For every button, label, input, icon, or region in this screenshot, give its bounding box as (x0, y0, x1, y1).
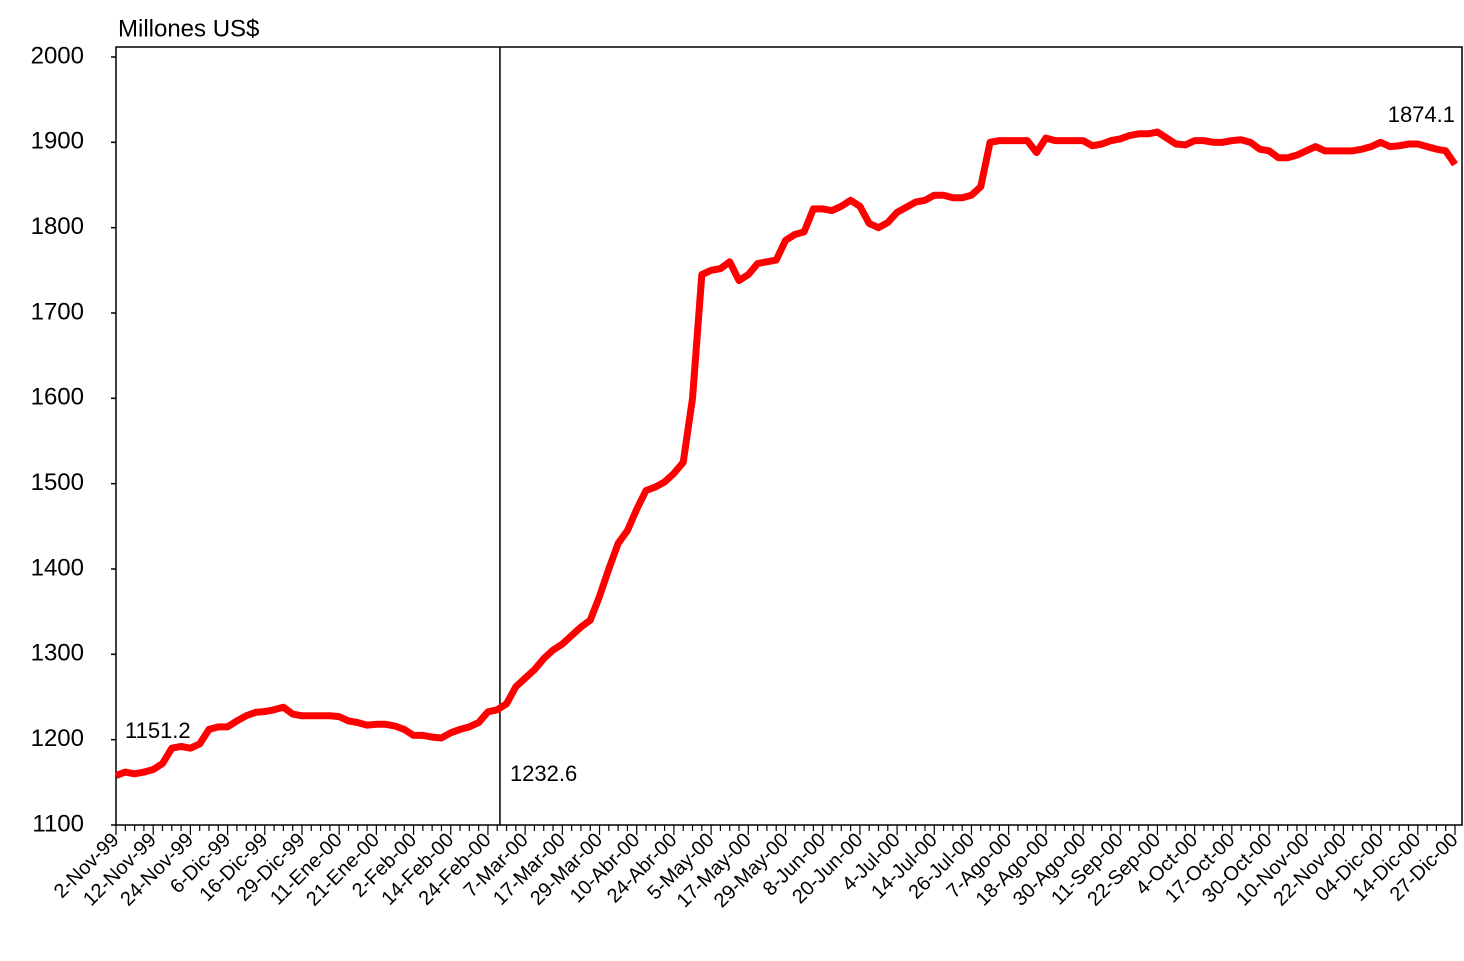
y-tick-label: 1400 (31, 554, 84, 581)
y-tick-label: 1600 (31, 384, 84, 411)
y-tick-label: 1700 (31, 298, 84, 325)
annotation: 1232.6 (510, 761, 577, 786)
y-tick-label: 1200 (31, 725, 84, 752)
y-tick-label: 1500 (31, 469, 84, 496)
y-tick-label: 1900 (31, 128, 84, 155)
annotation: 1151.2 (125, 718, 191, 743)
y-tick-label: 1800 (31, 213, 84, 240)
y-axis-label: Millones US$ (118, 15, 259, 42)
annotation: 1874.1 (1388, 102, 1455, 127)
y-tick-label: 2000 (31, 42, 84, 69)
y-tick-label: 1100 (32, 810, 84, 837)
y-tick-label: 1300 (31, 640, 84, 667)
plot-frame (115, 46, 1463, 826)
data-line (114, 128, 1458, 779)
